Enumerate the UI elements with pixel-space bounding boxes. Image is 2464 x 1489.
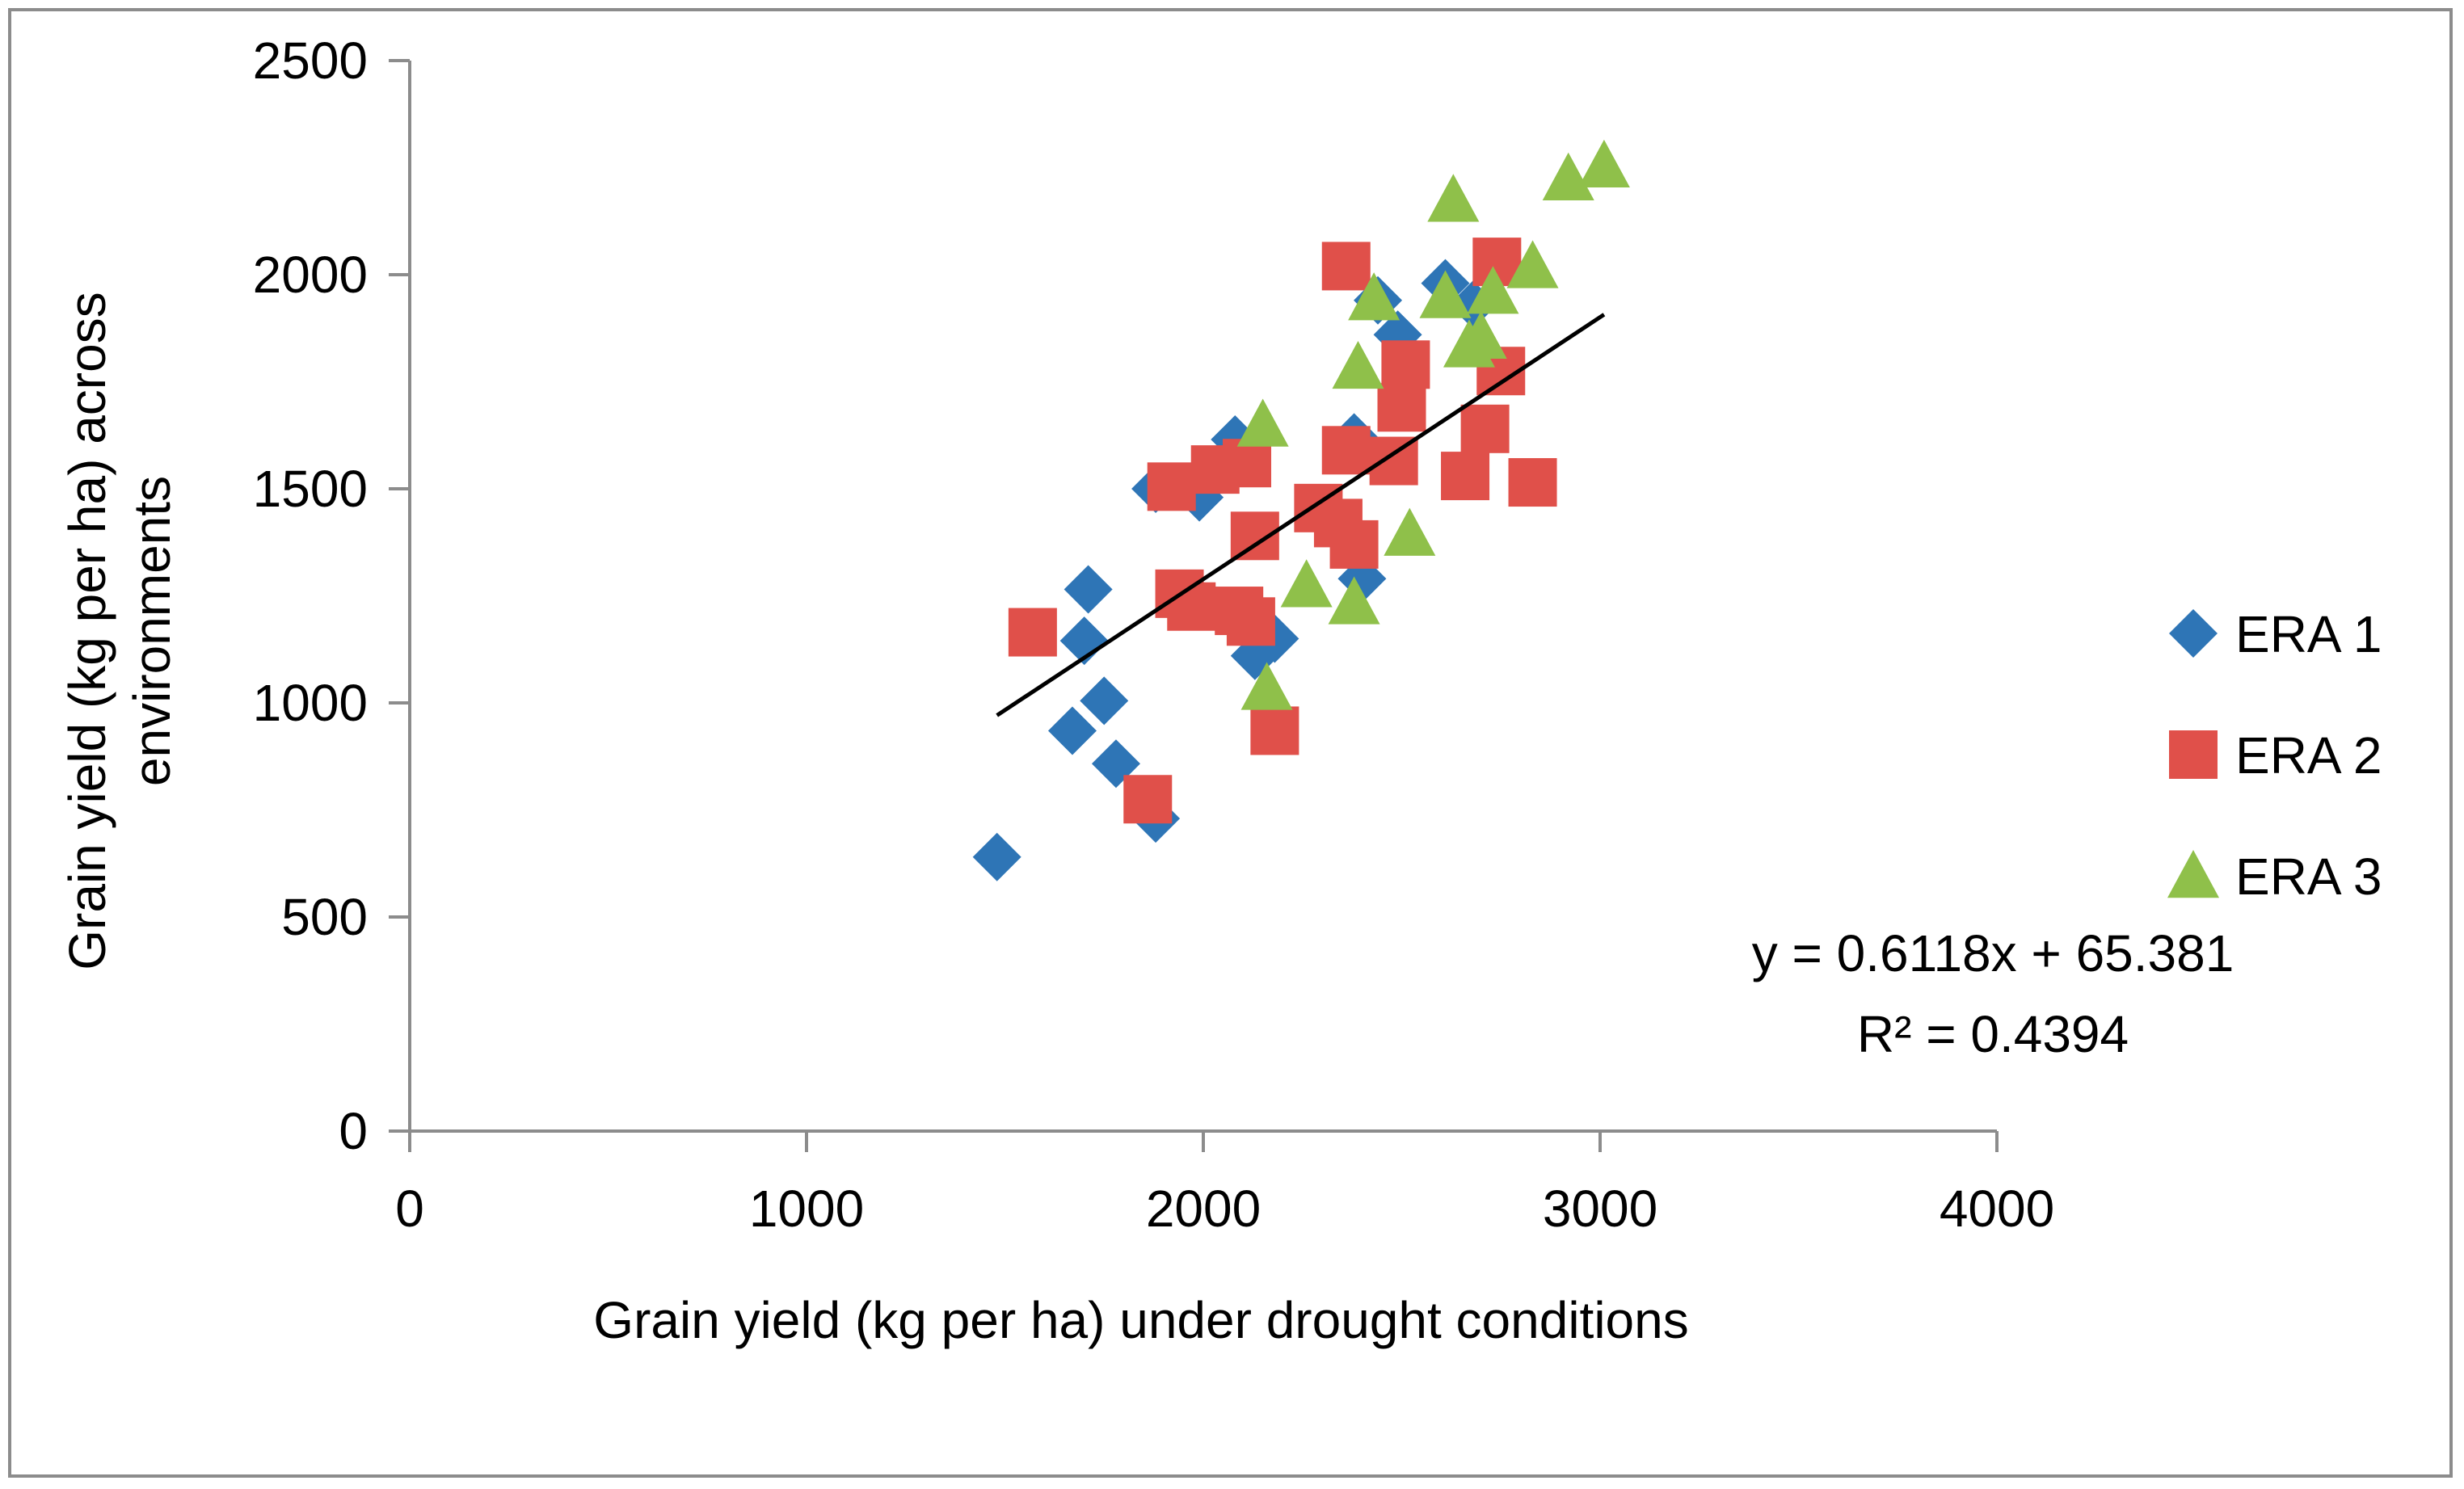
x-tick-label: 3000 [1543, 1180, 1657, 1238]
data-point-era-2 [1167, 582, 1216, 631]
legend-label: ERA 1 [2235, 605, 2382, 663]
y-axis-title-line-2: environments [123, 476, 181, 786]
legend-label: ERA 2 [2235, 726, 2382, 784]
axes: 0 500 1000 1500 2000 2500 0 1000 2000 3000 4000 [253, 32, 2055, 1238]
data-point-era-3 [1467, 266, 1519, 314]
data-point-era-1 [972, 832, 1021, 881]
chart-frame: Grain yield (kg per ha) across environme… [8, 8, 2453, 1478]
legend: ERA 1 ERA 2 ERA 3 [2167, 605, 2382, 906]
trendline-annotation: y = 0.6118x + 65.381 R² = 0.4394 [1752, 924, 2234, 1063]
data-point-era-2 [1441, 452, 1490, 501]
data-point-era-3 [1506, 240, 1559, 288]
data-points [972, 139, 1630, 881]
x-tick-label: 0 [395, 1180, 424, 1238]
data-point-era-2 [1381, 340, 1430, 389]
data-point-era-2 [1460, 404, 1510, 453]
y-tick-label: 0 [339, 1102, 368, 1160]
legend-marker-diamond [2169, 609, 2218, 658]
y-tick-label: 2500 [253, 32, 368, 90]
legend-item-era-1: ERA 1 [2169, 605, 2382, 663]
data-point-era-3 [1236, 398, 1289, 447]
data-point-era-3 [1280, 559, 1333, 608]
y-axis-title-line-1: Grain yield (kg per ha) across [58, 292, 116, 970]
x-tick-label: 4000 [1940, 1180, 2054, 1238]
data-point-era-2 [1377, 383, 1426, 432]
r-squared-label: R² = 0.4394 [1857, 1005, 2129, 1063]
legend-label: ERA 3 [2235, 848, 2382, 906]
data-point-era-1 [1047, 706, 1097, 755]
trendline-layer [996, 313, 1606, 717]
data-point-era-2 [1321, 242, 1371, 291]
legend-marker-triangle [2167, 850, 2219, 898]
x-axis-title: Grain yield (kg per ha) under drought co… [593, 1291, 1688, 1349]
data-point-era-3 [1577, 139, 1630, 188]
data-point-era-1 [1064, 565, 1113, 614]
legend-marker-square [2169, 730, 2218, 779]
trendline-equation: y = 0.6118x + 65.381 [1752, 924, 2234, 982]
data-point-era-1 [1059, 616, 1109, 666]
data-point-era-2 [1508, 458, 1557, 507]
data-point-era-3 [1328, 576, 1380, 625]
series-era-2 [1008, 238, 1557, 824]
data-point-era-3 [1419, 270, 1472, 318]
data-point-era-1 [1080, 676, 1129, 726]
x-tick-label: 1000 [749, 1180, 864, 1238]
data-point-era-2 [1329, 519, 1379, 569]
y-tick-label: 500 [281, 888, 368, 946]
legend-item-era-3: ERA 3 [2167, 848, 2382, 906]
data-point-era-2 [1123, 775, 1173, 824]
data-point-era-3 [1384, 507, 1436, 556]
y-tick-label: 2000 [253, 246, 368, 304]
series-era-3 [1236, 139, 1630, 710]
scatter-chart: Grain yield (kg per ha) across environme… [58, 32, 2382, 1349]
data-point-era-2 [1223, 439, 1272, 488]
data-point-era-3 [1240, 662, 1293, 710]
data-point-era-2 [1321, 426, 1371, 475]
y-tick-label: 1000 [253, 674, 368, 732]
data-point-era-2 [1226, 597, 1275, 646]
data-point-era-3 [1542, 152, 1594, 200]
y-tick-label: 1500 [253, 460, 368, 518]
data-point-era-3 [1427, 174, 1480, 222]
data-point-era-2 [1250, 706, 1299, 755]
legend-item-era-2: ERA 2 [2169, 726, 2382, 784]
data-point-era-3 [1348, 272, 1400, 321]
y-axis-title: Grain yield (kg per ha) across environme… [58, 292, 181, 970]
data-point-era-3 [1332, 340, 1384, 389]
data-point-era-2 [1008, 608, 1057, 657]
data-point-era-2 [1147, 462, 1196, 511]
x-tick-label: 2000 [1146, 1180, 1261, 1238]
data-point-era-3 [1455, 310, 1507, 360]
linear-trendline [996, 313, 1606, 717]
